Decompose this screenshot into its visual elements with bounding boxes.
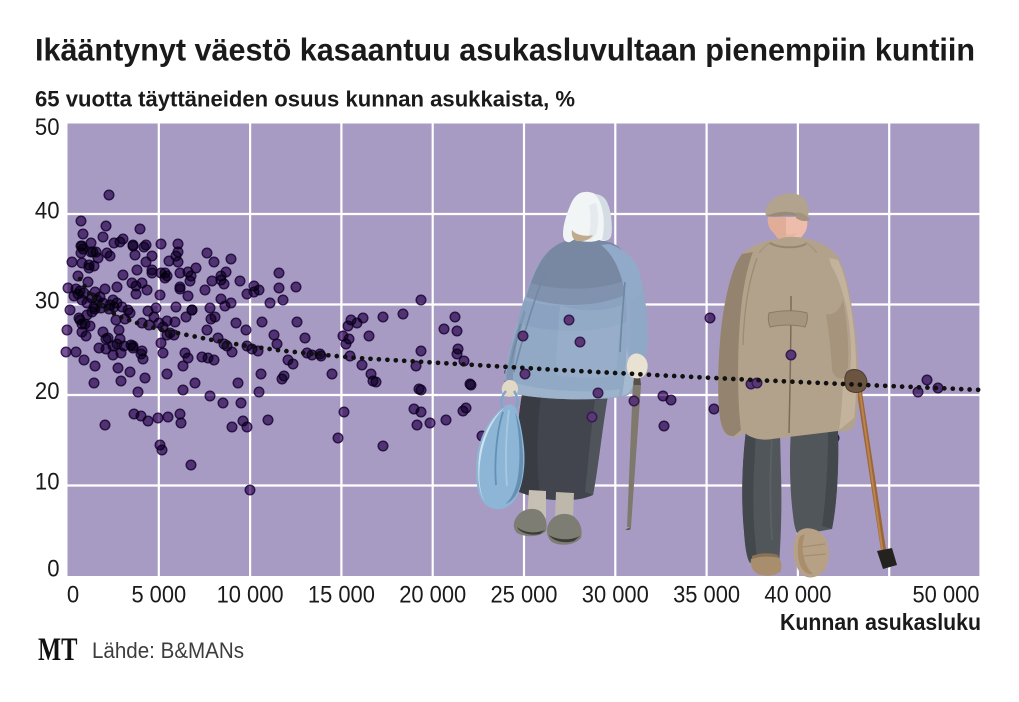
svg-text:MT: MT [38, 632, 78, 668]
svg-text:Ikääntynyt väestö kasaantuu as: Ikääntynyt väestö kasaantuu asukasluvult… [35, 32, 975, 68]
svg-text:35 000: 35 000 [673, 582, 740, 609]
svg-text:40: 40 [35, 198, 60, 225]
svg-text:10: 10 [35, 469, 60, 496]
svg-text:Lähde: B&MANs: Lähde: B&MANs [92, 638, 244, 663]
svg-text:30: 30 [35, 288, 60, 315]
svg-text:65 vuotta täyttäneiden osuus k: 65 vuotta täyttäneiden osuus kunnan asuk… [35, 87, 575, 112]
svg-text:Kunnan asukasluku: Kunnan asukasluku [780, 609, 981, 635]
svg-text:5 000: 5 000 [131, 582, 186, 609]
svg-text:15 000: 15 000 [308, 582, 375, 609]
svg-text:20: 20 [35, 378, 60, 405]
svg-text:20 000: 20 000 [399, 582, 466, 609]
svg-text:0: 0 [47, 556, 59, 583]
svg-text:10 000: 10 000 [217, 582, 284, 609]
svg-text:40 000: 40 000 [764, 582, 831, 609]
svg-text:50: 50 [35, 114, 60, 141]
svg-text:30 000: 30 000 [582, 582, 649, 609]
svg-text:0: 0 [67, 582, 79, 609]
svg-text:50 000: 50 000 [913, 582, 980, 609]
svg-text:25 000: 25 000 [491, 582, 558, 609]
